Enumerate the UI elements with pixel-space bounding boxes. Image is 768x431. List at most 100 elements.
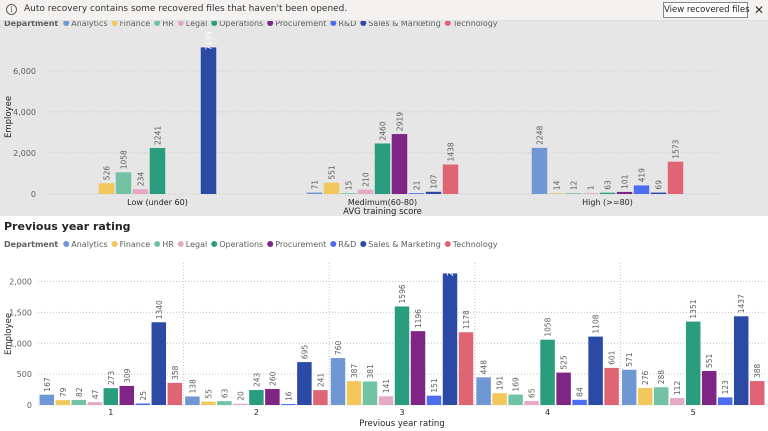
data-label: 138	[188, 379, 197, 394]
data-label: 1108	[592, 314, 601, 333]
bar-finance	[323, 182, 340, 194]
y-tick-label: 1,000	[9, 339, 32, 348]
legend-item-operations: Operations	[219, 21, 263, 28]
bar-hr	[71, 399, 87, 405]
legend-marker-hr	[154, 241, 161, 247]
bar-analytics	[621, 369, 637, 405]
data-label: 169	[512, 377, 521, 392]
bar-technology	[442, 164, 459, 194]
bar-hr	[653, 387, 669, 405]
x-tick-label: Low (under 60)	[127, 198, 188, 207]
data-label: 16	[284, 391, 293, 401]
legend-title: Department	[4, 21, 58, 28]
bar-finance	[201, 401, 216, 405]
legend-item-operations: Operations	[219, 240, 263, 249]
previous-rating-visual[interactable]: Previous year rating Department Analytics F…	[0, 216, 768, 431]
data-label: 388	[753, 364, 762, 379]
y-tick-label: 1,500	[9, 308, 32, 317]
x-tick-label: 5	[691, 408, 696, 417]
legend-item-finance: Finance	[120, 240, 151, 249]
data-label: 1340	[155, 300, 164, 319]
bar-procurement	[556, 372, 571, 405]
view-recovered-files-button[interactable]: View recovered files	[663, 2, 750, 18]
y-tick-label: 6,000	[13, 67, 36, 76]
data-label: 210	[362, 172, 371, 187]
data-label: 1438	[447, 142, 456, 161]
legend-item-technology: Technology	[452, 240, 498, 249]
bar-finance	[492, 393, 507, 405]
bar-sales-and-marketing	[425, 191, 442, 194]
bar-legal	[669, 398, 685, 405]
training-score-visual[interactable]: Department Analytics Finance HR Legal Operati…	[0, 21, 768, 216]
data-label: 63	[604, 180, 613, 190]
data-label: 82	[75, 387, 84, 397]
bar-procurement	[391, 134, 408, 194]
data-label: 381	[366, 364, 375, 379]
bar-sales-and-marketing	[200, 47, 217, 194]
data-label: 14	[553, 180, 562, 190]
data-label: 167	[43, 377, 52, 392]
bar-randd	[281, 404, 296, 405]
data-label: 2241	[154, 126, 163, 145]
data-label: 2131	[446, 257, 455, 276]
bar-sales-and-marketing	[442, 273, 458, 405]
close-icon[interactable]: ✕	[753, 3, 765, 17]
data-label: 525	[560, 355, 569, 370]
legend-item-procurement: Procurement	[275, 240, 326, 249]
data-label: 1573	[672, 139, 681, 158]
x-axis-title: AVG training score	[343, 207, 422, 216]
previous-rating-chart: Previous year rating Department Analytics F…	[4, 220, 766, 429]
bar-operations	[103, 388, 119, 405]
data-label: 1058	[544, 317, 553, 336]
bar-finance	[55, 400, 71, 405]
bar-finance	[548, 193, 565, 194]
legend-marker-technology	[444, 241, 451, 247]
bar-operations	[685, 321, 701, 405]
data-label: 47	[91, 389, 100, 399]
x-axis-title: Previous year rating	[359, 419, 444, 429]
legend-item-sales-and-marketing: Sales & Marketing	[368, 240, 441, 249]
legend-item-randd: R&D	[338, 240, 356, 249]
bar-legal	[132, 189, 149, 194]
bar-operations	[394, 306, 410, 405]
bar-analytics	[306, 192, 323, 194]
data-label: 15	[345, 180, 354, 190]
bar-sales-and-marketing	[650, 192, 667, 194]
data-label: 358	[171, 365, 180, 380]
bar-finance	[637, 387, 653, 405]
x-tick-label: 4	[545, 408, 550, 417]
bar-technology	[458, 332, 474, 405]
notification-message: Auto recovery contains some recovered fi…	[24, 4, 348, 14]
data-label: 260	[268, 371, 277, 386]
notification-bar: i Auto recovery contains some recovered …	[0, 0, 768, 21]
legend-marker-hr	[154, 21, 161, 26]
bar-sales-and-marketing	[588, 336, 603, 405]
bar-hr	[217, 401, 232, 405]
legend-marker-finance	[111, 241, 118, 247]
legend-marker-technology	[444, 21, 451, 26]
bar-technology	[167, 382, 183, 405]
bar-randd	[717, 397, 733, 405]
x-tick-label: 1	[108, 408, 113, 417]
x-tick-label: Medimum(60-80)	[348, 198, 417, 207]
y-tick-label: 0	[31, 190, 36, 199]
legend-item-sales-and-marketing: Sales & Marketing	[368, 21, 441, 28]
legend-marker-sales-and-marketing	[360, 241, 367, 247]
bar-procurement	[119, 385, 135, 405]
bar-finance	[98, 183, 115, 194]
data-label: 1351	[689, 299, 698, 318]
x-tick-label: High (>=80)	[582, 198, 633, 207]
legend-item-hr: HR	[162, 21, 174, 28]
bar-randd	[135, 403, 151, 405]
data-label: 123	[721, 380, 730, 395]
chart-title: Previous year rating	[4, 220, 131, 233]
y-tick-label: 0	[27, 401, 32, 410]
data-label: 191	[496, 376, 505, 391]
data-label: 1196	[414, 309, 423, 328]
legend-marker-operations	[211, 21, 218, 26]
bar-legal	[357, 189, 374, 194]
bar-legal	[233, 403, 248, 405]
y-tick-label: 500	[17, 370, 32, 379]
bar-analytics	[39, 394, 55, 405]
legend: Department Analytics Finance HR Legal Operati…	[4, 240, 498, 249]
